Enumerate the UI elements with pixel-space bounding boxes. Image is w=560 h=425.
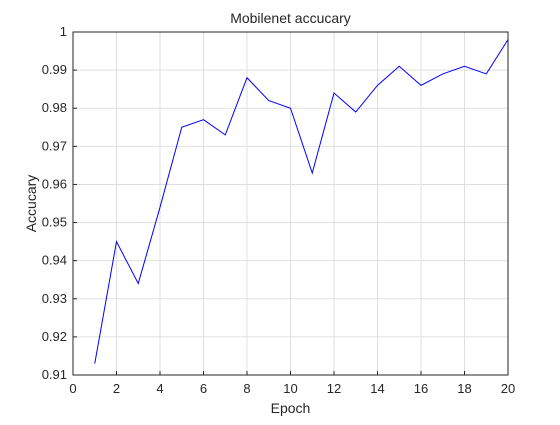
x-tick-label: 8 bbox=[243, 381, 250, 396]
y-tick-label: 0.96 bbox=[42, 176, 67, 191]
x-tick-label: 0 bbox=[69, 381, 76, 396]
y-tick-label: 0.98 bbox=[42, 100, 67, 115]
chart-title: Mobilenet accucary bbox=[230, 10, 351, 26]
x-tick-label: 14 bbox=[370, 381, 384, 396]
y-axis-label: Accucary bbox=[23, 175, 39, 233]
y-tick-label: 0.93 bbox=[42, 291, 67, 306]
x-tick-label: 12 bbox=[327, 381, 341, 396]
x-tick-label: 10 bbox=[283, 381, 297, 396]
x-tick-label: 20 bbox=[501, 381, 515, 396]
x-tick-label: 6 bbox=[200, 381, 207, 396]
series-line bbox=[94, 39, 509, 364]
y-tick-label: 0.97 bbox=[42, 138, 67, 153]
y-tick-label: 0.94 bbox=[42, 253, 67, 268]
y-tick-label: 0.95 bbox=[42, 215, 67, 230]
ticks: 0 2 4 6 8 10 12 14 16 18 20 0.91 0.92 0.93 0.94 0.95 0.9… bbox=[42, 24, 516, 396]
x-tick-label: 4 bbox=[156, 381, 163, 396]
x-tick-label: 16 bbox=[414, 381, 428, 396]
y-tick-label: 0.99 bbox=[42, 62, 67, 77]
y-tick-label: 0.92 bbox=[42, 329, 67, 344]
x-tick-label: 2 bbox=[113, 381, 120, 396]
x-tick-label: 18 bbox=[457, 381, 471, 396]
y-tick-label: 0.91 bbox=[42, 367, 67, 382]
series-group bbox=[94, 39, 509, 364]
y-tick-label: 1 bbox=[60, 24, 67, 39]
x-axis-label: Epoch bbox=[271, 400, 311, 416]
